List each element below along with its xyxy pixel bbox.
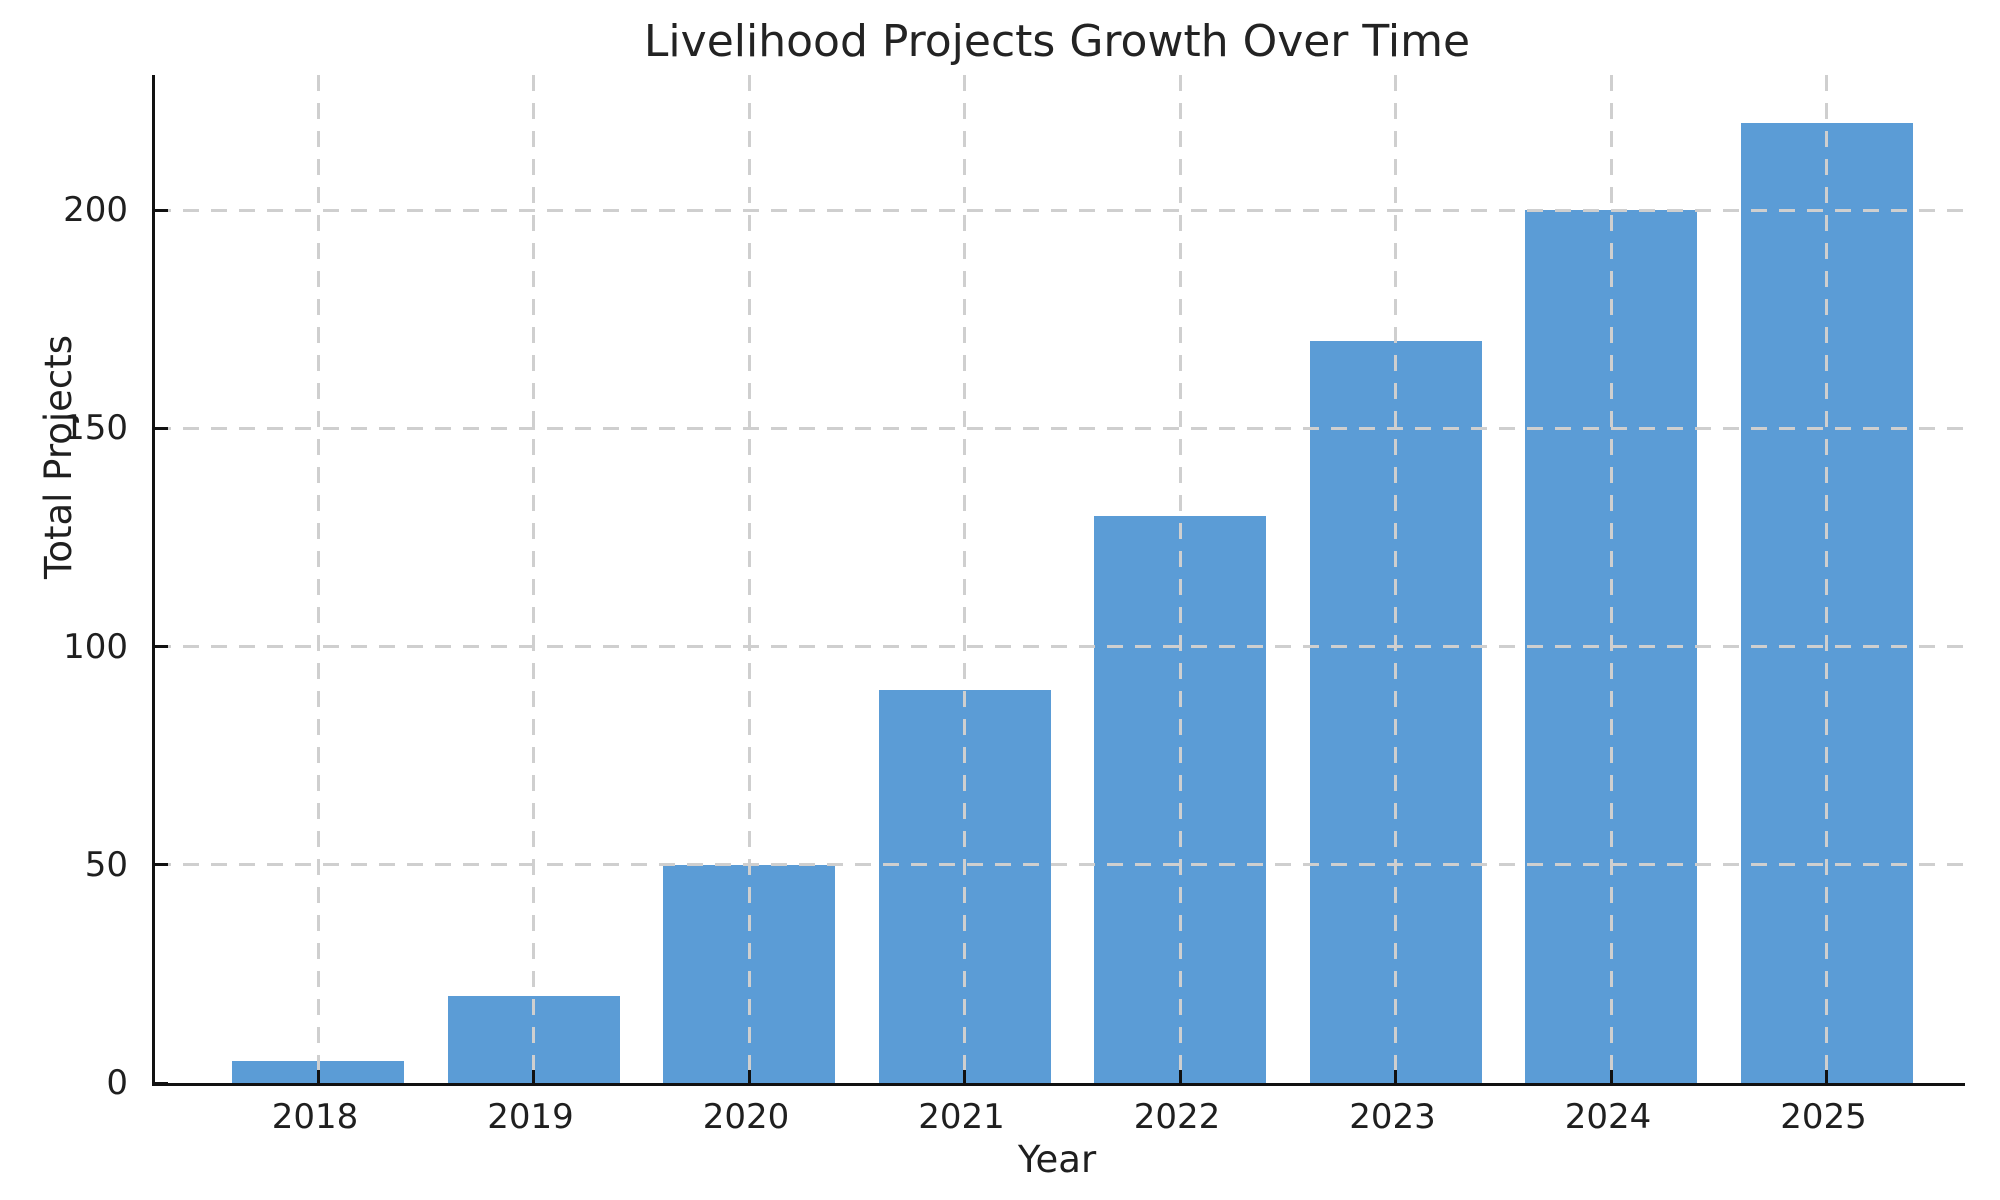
x-tick-label: 2024	[1564, 1097, 1652, 1137]
x-tick-mark	[1178, 1070, 1182, 1083]
gridline-vertical	[532, 75, 535, 1083]
x-tick-label: 2025	[1780, 1097, 1867, 1137]
y-tick-label: 0	[106, 1063, 128, 1103]
x-tick-mark	[963, 1070, 966, 1083]
y-tick-label: 150	[63, 408, 128, 449]
x-tick-mark	[1825, 1070, 1828, 1083]
x-tick-mark	[532, 1070, 535, 1083]
gridline-vertical	[1609, 75, 1613, 1083]
y-tick-mark	[155, 208, 168, 212]
y-tick-mark	[155, 426, 168, 430]
gridline-vertical	[1825, 75, 1828, 1083]
gridline-horizontal	[155, 426, 1965, 430]
gridline-vertical	[1394, 75, 1397, 1083]
x-tick-label: 2018	[271, 1097, 359, 1137]
x-tick-label: 2023	[1349, 1097, 1436, 1137]
gridline-horizontal	[155, 645, 1965, 649]
x-tick-label: 2020	[702, 1097, 790, 1137]
plot-area	[152, 75, 1965, 1086]
y-tick-label: 100	[63, 626, 128, 667]
gridline-vertical	[747, 75, 751, 1083]
x-tick-mark	[747, 1070, 751, 1083]
x-tick-mark	[316, 1070, 320, 1083]
gridline-vertical	[1178, 75, 1182, 1083]
x-tick-label: 2022	[1133, 1097, 1221, 1137]
x-tick-mark	[1609, 1070, 1613, 1083]
y-tick-label: 200	[63, 190, 128, 231]
gridline-horizontal	[155, 208, 1965, 212]
gridline-vertical	[963, 75, 966, 1083]
x-tick-label: 2019	[487, 1097, 574, 1137]
x-tick-label: 2021	[918, 1097, 1005, 1137]
y-tick-mark	[155, 645, 168, 649]
gridline-vertical	[316, 75, 320, 1083]
y-tick-label: 50	[84, 844, 128, 885]
x-axis-label: Year	[1017, 1138, 1097, 1181]
x-tick-mark	[1394, 1070, 1397, 1083]
chart-title: Livelihood Projects Growth Over Time	[643, 16, 1471, 67]
y-tick-mark	[155, 1081, 168, 1085]
y-axis-label-text: Total Projects	[36, 334, 80, 579]
y-tick-mark	[155, 863, 168, 867]
gridline-horizontal	[155, 863, 1965, 867]
